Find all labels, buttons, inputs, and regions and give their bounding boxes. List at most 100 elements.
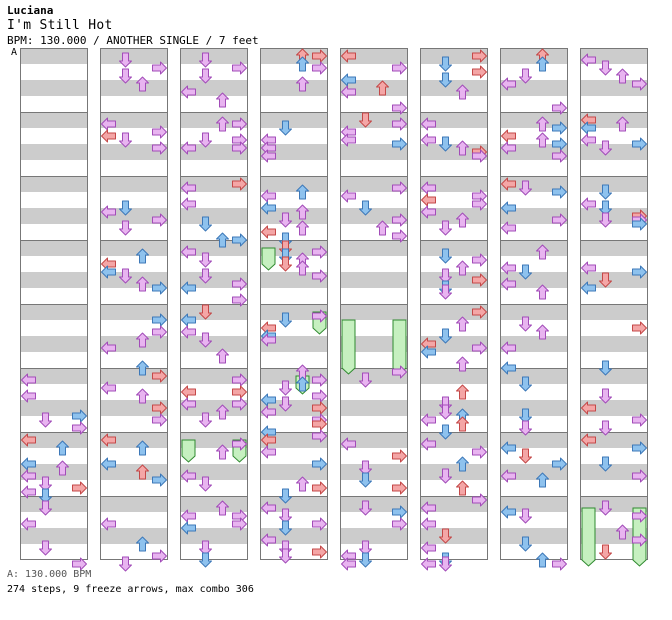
right-arrow-icon <box>232 293 247 307</box>
right-arrow-icon <box>472 253 487 267</box>
beat-stripe <box>500 464 568 480</box>
up-arrow-icon <box>456 416 469 432</box>
down-arrow-icon <box>439 404 452 420</box>
right-arrow-icon <box>632 217 647 231</box>
up-arrow-icon <box>456 480 469 496</box>
right-arrow-icon <box>232 233 247 247</box>
beat-stripe <box>20 400 88 416</box>
right-arrow-icon <box>552 149 567 163</box>
left-arrow-icon <box>101 457 116 471</box>
right-arrow-icon <box>392 137 407 151</box>
left-arrow-icon <box>21 433 36 447</box>
left-arrow-icon <box>261 189 276 203</box>
beat-stripe <box>580 176 648 192</box>
beat-stripe <box>420 464 488 480</box>
left-arrow-icon <box>21 485 36 499</box>
down-arrow-icon <box>599 272 612 288</box>
beat-stripe <box>100 112 168 128</box>
up-arrow-icon <box>456 212 469 228</box>
beat-stripe <box>500 496 568 512</box>
beat-stripe <box>20 464 88 480</box>
beat-stripe <box>500 528 568 544</box>
beat-stripe <box>260 432 328 448</box>
beat-stripe <box>180 528 248 544</box>
beat-stripe <box>180 144 248 160</box>
left-arrow-icon <box>501 441 516 455</box>
beat-stripe <box>340 496 408 512</box>
beat-stripe <box>20 208 88 224</box>
left-arrow-icon <box>421 557 436 571</box>
beat-stripe <box>420 240 488 256</box>
up-arrow-icon <box>136 248 149 264</box>
left-arrow-icon <box>501 129 516 143</box>
left-arrow-icon <box>501 177 516 191</box>
down-arrow-icon <box>359 200 372 216</box>
down-arrow-icon <box>519 408 532 424</box>
beat-stripe <box>260 336 328 352</box>
up-arrow-icon <box>136 276 149 292</box>
right-arrow-icon <box>392 101 407 115</box>
down-arrow-icon <box>39 540 52 556</box>
right-arrow-icon <box>632 77 647 91</box>
left-arrow-icon <box>181 385 196 399</box>
beat-stripe <box>180 432 248 448</box>
left-arrow-icon <box>181 281 196 295</box>
left-arrow-icon <box>341 437 356 451</box>
left-arrow-icon <box>181 509 196 523</box>
left-arrow-icon <box>181 197 196 211</box>
right-arrow-icon <box>72 557 87 571</box>
beat-stripe <box>180 80 248 96</box>
beat-stripe <box>260 528 328 544</box>
beat-stripe <box>500 336 568 352</box>
up-arrow-icon <box>536 244 549 260</box>
right-arrow-icon <box>152 369 167 383</box>
right-arrow-icon <box>632 509 647 523</box>
left-arrow-icon <box>501 361 516 375</box>
up-arrow-icon <box>456 456 469 472</box>
beat-stripe <box>260 176 328 192</box>
down-arrow-icon <box>519 376 532 392</box>
right-arrow-icon <box>232 397 247 411</box>
right-arrow-icon <box>472 197 487 211</box>
beat-stripe <box>580 272 648 288</box>
beat-stripe <box>180 368 248 384</box>
up-arrow-icon <box>56 460 69 476</box>
down-arrow-icon <box>359 460 372 476</box>
down-arrow-icon <box>519 68 532 84</box>
down-arrow-icon <box>279 312 292 328</box>
left-arrow-icon <box>421 541 436 555</box>
down-arrow-icon <box>199 304 212 320</box>
beat-stripe <box>100 432 168 448</box>
up-arrow-icon <box>136 76 149 92</box>
up-arrow-icon <box>216 92 229 108</box>
freeze-arrow-body <box>581 507 596 567</box>
down-arrow-icon <box>599 500 612 516</box>
down-arrow-icon <box>439 528 452 544</box>
beat-stripe <box>500 144 568 160</box>
beat-stripe <box>260 496 328 512</box>
beat-stripe <box>260 144 328 160</box>
up-arrow-icon <box>136 360 149 376</box>
beat-stripe <box>420 176 488 192</box>
down-arrow-icon <box>39 476 52 492</box>
left-arrow-icon <box>21 389 36 403</box>
right-arrow-icon <box>152 213 167 227</box>
beat-stripe <box>20 144 88 160</box>
down-arrow-icon <box>519 264 532 280</box>
left-arrow-icon <box>501 341 516 355</box>
down-arrow-icon <box>439 268 452 284</box>
beat-stripe <box>20 304 88 320</box>
down-arrow-icon <box>439 248 452 264</box>
left-arrow-icon <box>581 133 596 147</box>
left-arrow-icon <box>501 221 516 235</box>
right-arrow-icon <box>472 341 487 355</box>
up-arrow-icon <box>296 376 309 392</box>
beat-stripe <box>340 528 408 544</box>
beat-stripe <box>260 240 328 256</box>
up-arrow-icon <box>536 552 549 568</box>
left-arrow-icon <box>341 557 356 571</box>
beat-stripe <box>180 336 248 352</box>
right-arrow-icon <box>232 117 247 131</box>
right-arrow-icon <box>312 245 327 259</box>
beat-stripe <box>100 464 168 480</box>
